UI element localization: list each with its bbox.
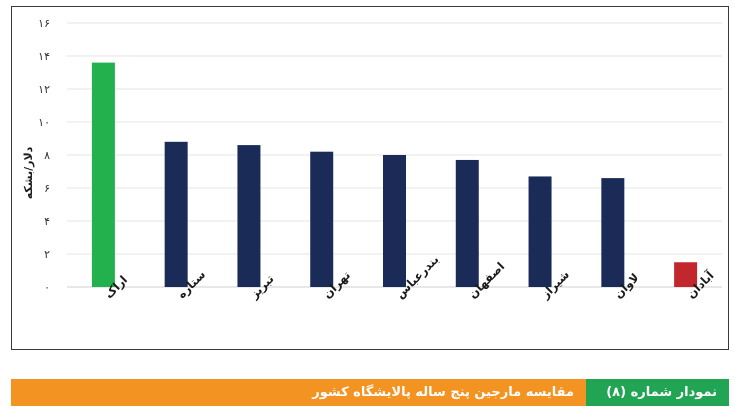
- y-tick-label: ۴: [44, 215, 50, 228]
- bar: [91, 62, 115, 287]
- bar: [455, 159, 479, 287]
- bar: [237, 145, 261, 287]
- y-tick-label: ۱۶: [38, 17, 50, 30]
- y-tick-label: ۱۴: [38, 50, 50, 63]
- bar: [164, 141, 188, 287]
- bar: [674, 262, 698, 287]
- bar: [310, 151, 334, 287]
- bar: [383, 155, 406, 287]
- bar: [601, 178, 625, 287]
- y-tick-label: ۰: [44, 281, 50, 294]
- y-tick-label: ۲: [44, 248, 50, 261]
- chart-frame: ۰ ۲ ۴ ۶ ۸ ۱۰ ۱۲ ۱۴ ۱۶ اراک ستاره تبریز تهران بندرعبا…: [11, 6, 729, 350]
- figure-caption-title: مقایسه مارجین پنج ساله پالایشگاه کشور: [11, 379, 586, 406]
- figure-caption-bar: مقایسه مارجین پنج ساله پالایشگاه کشور نم…: [11, 379, 729, 406]
- y-tick-label: ۶: [44, 182, 50, 195]
- y-tick-label: ۸: [44, 149, 50, 162]
- y-axis-label: دلار/بشکه: [22, 146, 35, 199]
- figure-caption-number: نمودار شماره (۸): [586, 379, 729, 406]
- y-tick-label: ۱۲: [38, 83, 50, 96]
- y-tick-label: ۱۰: [38, 116, 50, 129]
- bar: [528, 176, 552, 287]
